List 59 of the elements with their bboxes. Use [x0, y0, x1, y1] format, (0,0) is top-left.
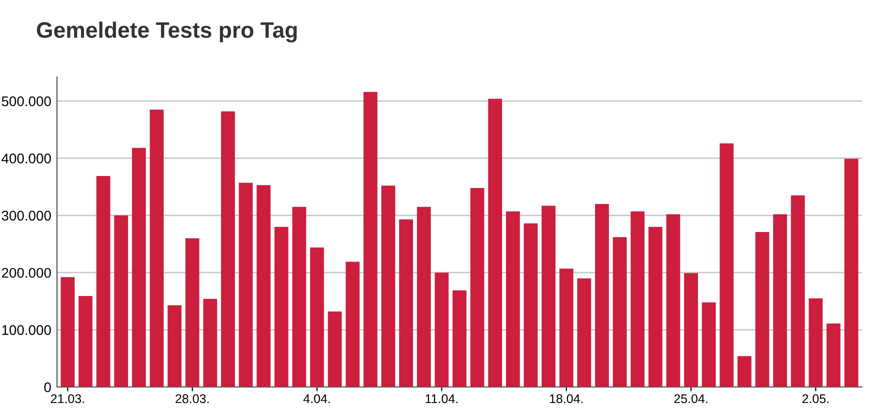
bar	[292, 206, 306, 387]
bar	[150, 110, 164, 387]
x-tick-label: 18.04.	[550, 394, 583, 404]
bar	[506, 211, 520, 387]
bar	[238, 182, 253, 387]
bar	[185, 238, 200, 387]
bar	[452, 290, 466, 387]
bar	[720, 143, 734, 387]
bar	[78, 296, 92, 387]
y-tick-label: 200.000	[2, 268, 51, 278]
bar	[60, 277, 75, 387]
bar	[434, 272, 449, 387]
x-tick-label: 21.03.	[50, 394, 84, 404]
bar	[559, 268, 574, 387]
bar	[595, 204, 609, 387]
bar	[416, 206, 431, 387]
bar	[755, 232, 770, 387]
bar	[630, 211, 645, 387]
bar	[470, 188, 484, 387]
bar	[808, 298, 823, 387]
bar	[542, 206, 556, 387]
y-tick-label: 300.000	[2, 210, 51, 221]
bar	[826, 324, 840, 387]
bar	[702, 302, 716, 387]
x-tick-label: 25.04.	[674, 394, 708, 404]
bar	[221, 111, 235, 387]
bar	[310, 247, 324, 387]
y-tick-label: 400.000	[2, 154, 51, 164]
bar	[612, 237, 627, 387]
x-tick-label: 11.04.	[426, 394, 458, 404]
bar	[648, 226, 662, 387]
bar	[844, 158, 858, 387]
bar	[132, 148, 146, 387]
bar	[399, 219, 414, 387]
bar	[488, 98, 502, 387]
y-tick-label: 100.000	[2, 325, 51, 335]
y-tick-label: 500.000	[2, 96, 51, 106]
x-tick-label: 4.04.	[303, 394, 330, 404]
bar	[738, 356, 752, 387]
bar	[577, 278, 592, 387]
bar	[524, 223, 538, 387]
bar	[96, 176, 110, 387]
bar	[274, 226, 288, 387]
bar	[328, 312, 342, 387]
bar	[364, 92, 378, 387]
bar	[790, 195, 805, 387]
bar	[168, 305, 182, 387]
x-tick-label: 28.03.	[176, 394, 209, 404]
bar	[666, 214, 680, 387]
bar	[381, 186, 396, 387]
y-tick-label: 0	[44, 382, 51, 392]
bar	[203, 298, 218, 387]
chart-title: Gemeldete Tests pro Tag	[36, 22, 297, 42]
x-tick-label: 2.05.	[802, 394, 828, 404]
bar	[256, 185, 271, 387]
bar	[114, 215, 128, 387]
bar	[773, 214, 788, 387]
bar	[346, 262, 360, 387]
bar	[684, 273, 698, 387]
